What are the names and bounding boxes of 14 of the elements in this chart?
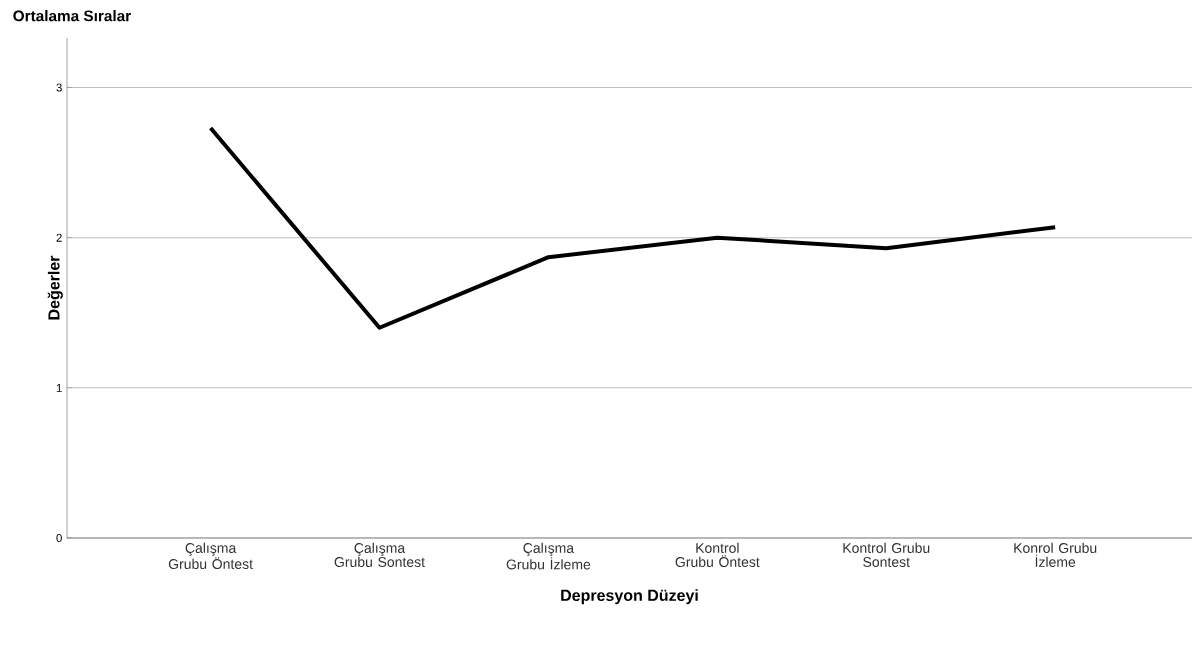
x-tick-label: Çalışma Grubu İzleme — [506, 542, 591, 570]
x-tick-label: Konrol Grubu İzleme — [1014, 542, 1097, 567]
chart-title: Ortalama Sıralar — [13, 10, 131, 22]
x-axis-title: Depresyon Düzeyi — [561, 589, 698, 605]
x-tick-label: Çalışma Grubu Sontest — [334, 542, 425, 567]
y-axis-title: Değerler — [47, 255, 63, 320]
x-tick-label: Kontrol Grubu Öntest — [675, 542, 760, 567]
x-tick-label: Kontrol Grubu Sontest — [843, 542, 930, 567]
y-tick-label: 3 — [56, 83, 62, 92]
y-tick-label: 0 — [56, 533, 62, 542]
y-tick-label: 1 — [56, 383, 62, 392]
line-series — [208, 126, 1058, 330]
x-tick-label: Çalışma Grubu Öntest — [168, 542, 253, 569]
y-tick-label: 2 — [56, 233, 62, 242]
